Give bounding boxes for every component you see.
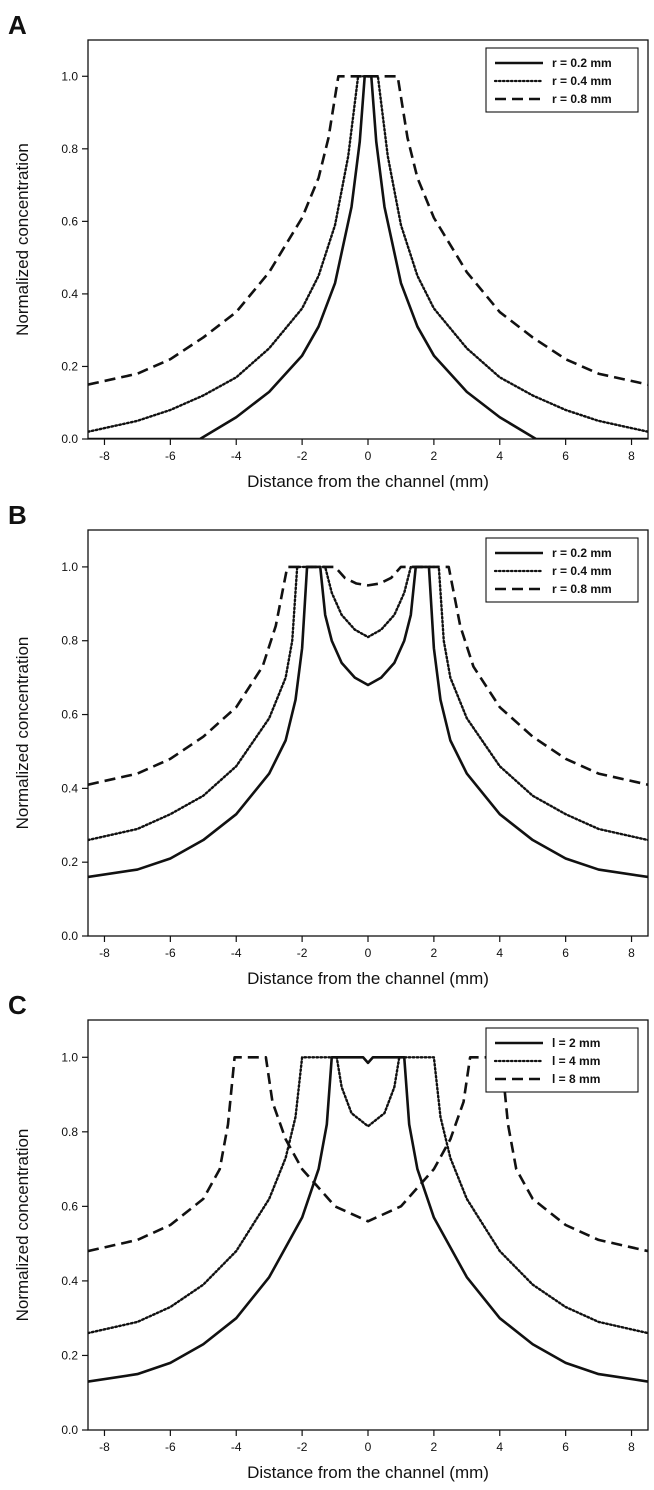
panel-c-x-tick-label: 8 <box>628 1440 635 1454</box>
panel-a-legend-label-1: r = 0.2 mm <box>552 56 612 70</box>
panel-a-y-tick-label: 0.6 <box>61 214 78 228</box>
panel-a-y-tick-label: 1.0 <box>61 69 78 83</box>
panel-a-legend-label-3: r = 0.8 mm <box>552 92 612 106</box>
panel-a-x-tick-label: 2 <box>431 449 438 463</box>
panel-c-x-tick-label: -6 <box>165 1440 176 1454</box>
panel-b-legend-label-3: r = 0.8 mm <box>552 582 612 596</box>
panel-b-x-tick-label: 4 <box>496 946 503 960</box>
panel-a-y-axis-title: Normalized concentration <box>13 143 32 336</box>
panel-a-y-tick-label: 0.2 <box>61 359 78 373</box>
panel-b-series-line-3 <box>88 565 648 786</box>
panel-c-y-axis-title: Normalized concentration <box>13 1129 32 1322</box>
panel-c: C -8 -6 -4 -2 0 2 4 6 8 0.0 0.2 0.4 0.6 0.8 1.0 Distance… <box>8 990 649 1482</box>
panel-b-x-axis-title: Distance from the channel (mm) <box>247 969 489 988</box>
panel-c-x-tick-label: -2 <box>297 1440 308 1454</box>
panel-a-legend-label-2: r = 0.4 mm <box>552 74 612 88</box>
panel-b-x-tick-label: 0 <box>365 946 372 960</box>
panel-c-y-tick-label: 0.4 <box>61 1274 78 1288</box>
panel-b-series-line-1 <box>88 565 648 879</box>
panel-a-x-tick-label: -2 <box>297 449 308 463</box>
panel-a-x-tick-label: -4 <box>231 449 242 463</box>
panel-c-y-tick-label: 0.6 <box>61 1199 78 1213</box>
panel-b-y-tick-label: 0.6 <box>61 708 78 722</box>
panel-c-x-tick-label: 4 <box>496 1440 503 1454</box>
panel-a-x-tick-label: 8 <box>628 449 635 463</box>
panel-a-y-tick-label: 0.0 <box>61 432 78 446</box>
panel-c-series-line-3 <box>88 1055 648 1253</box>
panel-b-x-tick-label: 2 <box>431 946 438 960</box>
panel-c-x-tick-label: 0 <box>365 1440 372 1454</box>
panel-c-y-tick-label: 0.8 <box>61 1125 78 1139</box>
panel-b-x-tick-label: -4 <box>231 946 242 960</box>
panel-a-series-line-3 <box>88 74 648 386</box>
panel-b-x-tick-label: -6 <box>165 946 176 960</box>
panel-b-y-tick-label: 0.0 <box>61 929 78 943</box>
panel-a-x-tick-label: -6 <box>165 449 176 463</box>
panel-a-y-tick-label: 0.8 <box>61 142 78 156</box>
panel-a-x-tick-label: -8 <box>99 449 110 463</box>
panel-a-series-line-2 <box>88 75 648 433</box>
panel-b: B -8 -6 -4 -2 0 2 4 6 8 0.0 0.2 0.4 0.6 0.8 1.0 Distance… <box>8 500 649 988</box>
panel-c-legend-label-1: l = 2 mm <box>552 1036 600 1050</box>
panel-b-legend-label-2: r = 0.4 mm <box>552 564 612 578</box>
panel-b-y-tick-label: 0.8 <box>61 634 78 648</box>
panel-c-legend-label-2: l = 4 mm <box>552 1054 600 1068</box>
panel-c-x-axis-title: Distance from the channel (mm) <box>247 1463 489 1482</box>
panel-b-x-tick-label: -8 <box>99 946 110 960</box>
panel-a-x-tick-label: 4 <box>496 449 503 463</box>
panel-b-series-line-2 <box>88 565 648 842</box>
panel-c-series-line-2 <box>88 1056 648 1335</box>
panel-b-legend-label-1: r = 0.2 mm <box>552 546 612 560</box>
panel-b-x-tick-label: -2 <box>297 946 308 960</box>
panel-b-y-tick-label: 1.0 <box>61 560 78 574</box>
panel-c-series-line-1 <box>88 1055 648 1383</box>
panel-a-x-axis-title: Distance from the channel (mm) <box>247 472 489 491</box>
panel-a-y-tick-label: 0.4 <box>61 287 78 301</box>
panel-b-y-tick-label: 0.2 <box>61 855 78 869</box>
panel-c-letter: C <box>8 990 27 1020</box>
panel-b-y-tick-label: 0.4 <box>61 781 78 795</box>
panel-c-x-tick-label: -8 <box>99 1440 110 1454</box>
panel-a-x-tick-label: 6 <box>562 449 569 463</box>
panel-a-x-tick-label: 0 <box>365 449 372 463</box>
panel-b-x-tick-label: 8 <box>628 946 635 960</box>
panel-b-x-tick-label: 6 <box>562 946 569 960</box>
panel-c-x-tick-label: -4 <box>231 1440 242 1454</box>
panel-c-y-tick-label: 1.0 <box>61 1050 78 1064</box>
panel-a-series-line-1 <box>88 74 648 439</box>
panel-b-letter: B <box>8 500 27 530</box>
panel-c-x-tick-label: 6 <box>562 1440 569 1454</box>
panel-c-y-tick-label: 0.0 <box>61 1423 78 1437</box>
panel-a: A -8 -6 -4 -2 0 2 4 6 8 0.0 0.2 0.4 0.6 0.8 1.0 Distance… <box>8 10 649 491</box>
panel-c-y-tick-label: 0.2 <box>61 1348 78 1362</box>
panel-b-y-axis-title: Normalized concentration <box>13 637 32 830</box>
panel-c-legend-label-3: l = 8 mm <box>552 1072 600 1086</box>
panel-c-x-tick-label: 2 <box>431 1440 438 1454</box>
panel-a-letter: A <box>8 10 27 40</box>
